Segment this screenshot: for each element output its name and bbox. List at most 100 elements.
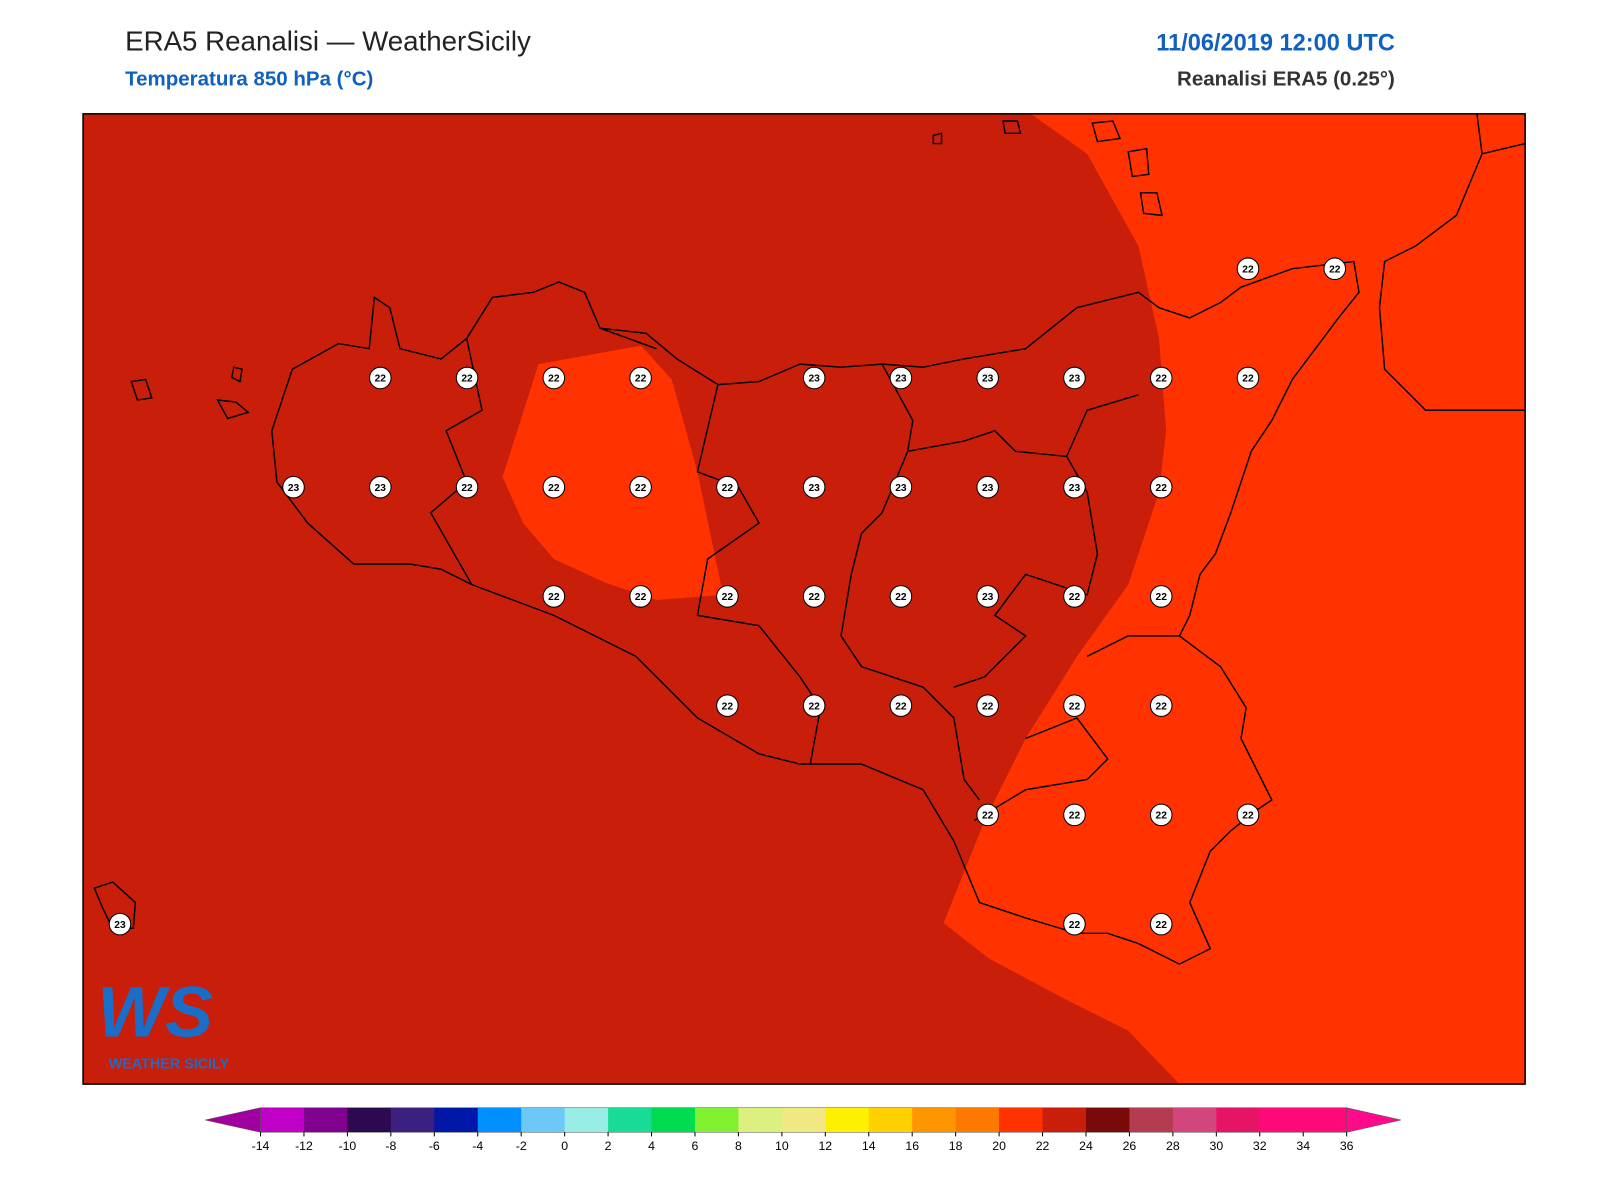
colorbar: -14 -12 -10 -8 -6 -4 -2 0 2 4 6 8 10 12 14 16 18 20 22 24 26… xyxy=(205,1107,1402,1153)
colorbar-bin xyxy=(651,1107,696,1133)
station-value: 22 xyxy=(1069,592,1081,603)
station-marker xyxy=(542,585,566,608)
station-marker xyxy=(1149,694,1173,717)
colorbar-bin xyxy=(1303,1107,1348,1133)
station-marker xyxy=(1236,803,1260,827)
colorbar-tick-label: 2 xyxy=(605,1139,612,1153)
station-value: 23 xyxy=(1069,483,1081,494)
station-value: 22 xyxy=(1242,374,1254,385)
station-value: 22 xyxy=(722,592,734,603)
station-marker xyxy=(976,475,999,499)
colorbar-bin xyxy=(912,1107,957,1133)
colorbar-bin xyxy=(694,1107,739,1133)
station-value: 22 xyxy=(635,592,647,603)
logo-mark: WS xyxy=(97,972,213,1052)
station-value: 22 xyxy=(548,483,560,494)
colorbar-tick-label: 16 xyxy=(905,1139,919,1153)
colorbar-bin xyxy=(1042,1107,1087,1133)
station-marker xyxy=(1063,366,1086,390)
station-marker xyxy=(802,475,826,499)
colorbar-tick-label: 8 xyxy=(735,1139,742,1153)
colorbar-tick-label: -14 xyxy=(252,1139,270,1153)
station-value: 22 xyxy=(1156,592,1168,603)
colorbar-bin xyxy=(303,1107,348,1133)
colorbar-tick-label: 6 xyxy=(692,1139,699,1153)
province-border xyxy=(429,327,1180,822)
colorbar-tick-label: 28 xyxy=(1166,1139,1180,1153)
station-value: 22 xyxy=(895,592,907,603)
station-value: 22 xyxy=(1242,264,1254,275)
colorbar-tick-label: 24 xyxy=(1079,1139,1093,1153)
station-value: 22 xyxy=(548,374,560,385)
station-layer: 22 22 22 22 22 22 23 23 23 23 22 22 23 23 22 22 22 22 23 23… xyxy=(108,257,1347,936)
station-value: 22 xyxy=(1242,811,1254,822)
colorbar-tick-label: 20 xyxy=(992,1139,1006,1153)
colorbar-under xyxy=(205,1107,261,1133)
station-value: 23 xyxy=(808,374,820,385)
station-marker xyxy=(629,585,652,608)
station-value: 23 xyxy=(895,483,907,494)
station-marker xyxy=(629,475,652,499)
station-marker xyxy=(976,585,999,608)
colorbar-bin xyxy=(1085,1107,1130,1133)
colorbar-over xyxy=(1346,1107,1402,1133)
station-marker xyxy=(369,475,392,499)
colorbar-tick-label: -12 xyxy=(295,1139,313,1153)
station-marker xyxy=(802,366,826,390)
colorbar-bin xyxy=(347,1107,392,1133)
station-marker xyxy=(716,694,739,717)
station-marker xyxy=(716,585,739,608)
colorbar-tick-label: 0 xyxy=(561,1139,568,1153)
station-marker xyxy=(1149,585,1173,608)
colorbar-bin xyxy=(1216,1107,1261,1133)
station-marker xyxy=(1149,803,1173,827)
station-marker xyxy=(629,366,652,390)
title: ERA5 Reanalisi — WeatherSicily xyxy=(125,25,531,56)
coastline xyxy=(271,260,1360,965)
station-value: 22 xyxy=(1156,811,1168,822)
station-marker xyxy=(1236,366,1260,390)
station-value: 23 xyxy=(982,592,994,603)
station-marker xyxy=(1063,803,1086,827)
station-value: 23 xyxy=(375,483,387,494)
station-marker xyxy=(1236,257,1260,280)
colorbar-bin xyxy=(521,1107,566,1133)
colorbar-frame xyxy=(260,1107,1347,1133)
field-warm xyxy=(502,345,724,600)
logo: WS WEATHER SICILY xyxy=(97,972,229,1072)
colorbar-tick-label: 30 xyxy=(1209,1139,1223,1153)
colorbar-bin xyxy=(1259,1107,1304,1133)
station-value: 22 xyxy=(808,592,820,603)
station-value: 22 xyxy=(1329,264,1341,275)
station-marker xyxy=(889,585,913,608)
station-value: 22 xyxy=(722,701,734,712)
station-marker xyxy=(1149,366,1173,390)
colorbar-bin xyxy=(1172,1107,1217,1133)
station-marker xyxy=(976,366,999,390)
station-value: 22 xyxy=(548,592,560,603)
station-marker xyxy=(455,366,479,390)
colorbar-tick-label: 32 xyxy=(1253,1139,1267,1153)
station-value: 23 xyxy=(114,920,126,931)
colorbar-tick-label: -4 xyxy=(472,1139,483,1153)
station-value: 22 xyxy=(1156,701,1168,712)
map-frame xyxy=(82,113,1526,1085)
colorbar-tick-label: -10 xyxy=(339,1139,357,1153)
coastline xyxy=(1378,113,1526,411)
station-marker xyxy=(1149,912,1173,936)
station-value: 22 xyxy=(1156,920,1168,931)
station-marker xyxy=(542,366,566,390)
station-value: 23 xyxy=(1069,374,1081,385)
station-value: 22 xyxy=(461,483,473,494)
colorbar-bin xyxy=(260,1107,305,1133)
station-value: 22 xyxy=(1069,701,1081,712)
colorbar-tick-label: -2 xyxy=(516,1139,527,1153)
station-value: 22 xyxy=(1069,920,1081,931)
station-value: 22 xyxy=(1069,811,1081,822)
station-value: 23 xyxy=(982,374,994,385)
station-value: 22 xyxy=(982,811,994,822)
station-marker xyxy=(976,694,999,717)
